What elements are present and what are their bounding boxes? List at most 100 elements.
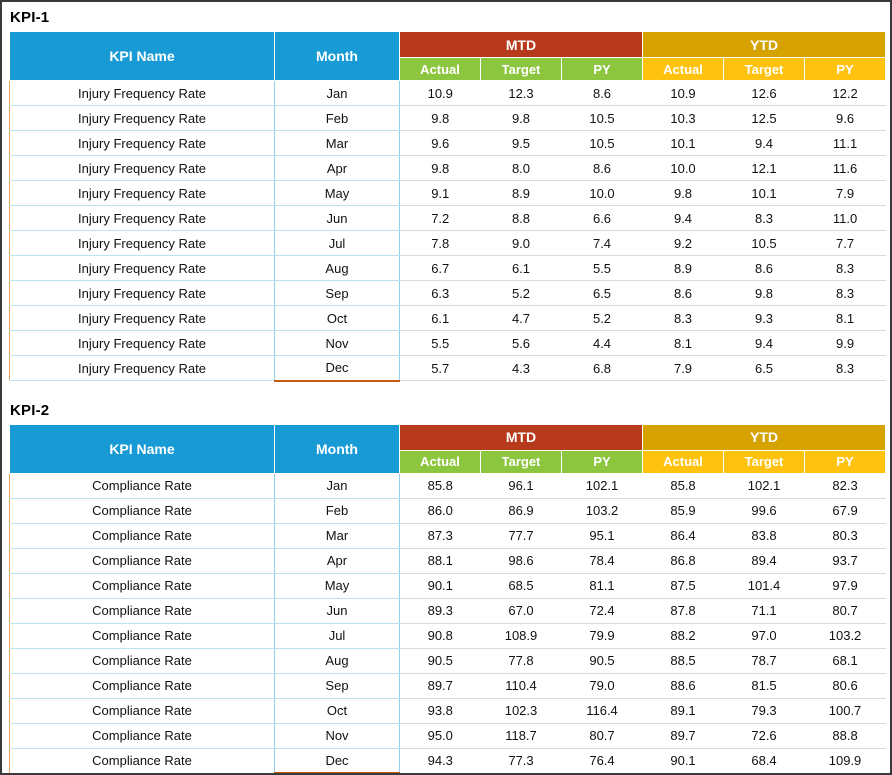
ytd-target-cell[interactable]: 9.8 <box>723 280 805 306</box>
kpi-name-cell[interactable]: Injury Frequency Rate <box>9 205 275 231</box>
mtd-target-cell[interactable]: 4.3 <box>480 355 562 381</box>
kpi-name-cell[interactable]: Compliance Rate <box>9 723 275 749</box>
ytd-target-cell[interactable]: 9.4 <box>723 330 805 356</box>
month-cell[interactable]: Jun <box>274 598 400 624</box>
ytd-actual-cell[interactable]: 8.9 <box>642 255 724 281</box>
ytd-actual-cell[interactable]: 90.1 <box>642 748 724 773</box>
ytd-actual-cell[interactable]: 8.6 <box>642 280 724 306</box>
mtd-target-cell[interactable]: 86.9 <box>480 498 562 524</box>
kpi-name-cell[interactable]: Compliance Rate <box>9 523 275 549</box>
mtd-actual-cell[interactable]: 6.7 <box>399 255 481 281</box>
mtd-py-cell[interactable]: 10.5 <box>561 105 643 131</box>
ytd-target-cell[interactable]: 12.1 <box>723 155 805 181</box>
ytd-actual-cell[interactable]: 88.2 <box>642 623 724 649</box>
kpi-name-cell[interactable]: Compliance Rate <box>9 573 275 599</box>
kpi-name-cell[interactable]: Injury Frequency Rate <box>9 305 275 331</box>
ytd-target-cell[interactable]: 78.7 <box>723 648 805 674</box>
mtd-target-cell[interactable]: 5.2 <box>480 280 562 306</box>
mtd-target-cell[interactable]: 110.4 <box>480 673 562 699</box>
mtd-actual-cell[interactable]: 10.9 <box>399 80 481 106</box>
mtd-actual-cell[interactable]: 88.1 <box>399 548 481 574</box>
ytd-actual-cell[interactable]: 10.3 <box>642 105 724 131</box>
month-cell[interactable]: Sep <box>274 673 400 699</box>
month-cell[interactable]: Apr <box>274 155 400 181</box>
mtd-py-cell[interactable]: 80.7 <box>561 723 643 749</box>
kpi-name-cell[interactable]: Injury Frequency Rate <box>9 355 275 381</box>
kpi-name-cell[interactable]: Compliance Rate <box>9 498 275 524</box>
mtd-target-cell[interactable]: 5.6 <box>480 330 562 356</box>
ytd-actual-cell[interactable]: 86.8 <box>642 548 724 574</box>
mtd-py-cell[interactable]: 7.4 <box>561 230 643 256</box>
month-cell[interactable]: Nov <box>274 330 400 356</box>
month-cell[interactable]: Nov <box>274 723 400 749</box>
ytd-py-cell[interactable]: 67.9 <box>804 498 886 524</box>
ytd-actual-cell[interactable]: 10.9 <box>642 80 724 106</box>
mtd-actual-cell[interactable]: 89.7 <box>399 673 481 699</box>
mtd-actual-cell[interactable]: 93.8 <box>399 698 481 724</box>
mtd-target-cell[interactable]: 8.9 <box>480 180 562 206</box>
ytd-py-cell[interactable]: 82.3 <box>804 473 886 499</box>
mtd-py-cell[interactable]: 4.4 <box>561 330 643 356</box>
ytd-actual-cell[interactable]: 87.5 <box>642 573 724 599</box>
month-cell[interactable]: May <box>274 573 400 599</box>
month-cell[interactable]: Jul <box>274 623 400 649</box>
ytd-actual-cell[interactable]: 89.1 <box>642 698 724 724</box>
mtd-py-cell[interactable]: 72.4 <box>561 598 643 624</box>
ytd-target-cell[interactable]: 97.0 <box>723 623 805 649</box>
mtd-py-cell[interactable]: 6.8 <box>561 355 643 381</box>
mtd-py-cell[interactable]: 90.5 <box>561 648 643 674</box>
kpi-name-cell[interactable]: Compliance Rate <box>9 698 275 724</box>
ytd-py-cell[interactable]: 68.1 <box>804 648 886 674</box>
kpi-name-cell[interactable]: Injury Frequency Rate <box>9 255 275 281</box>
mtd-py-cell[interactable]: 8.6 <box>561 155 643 181</box>
mtd-py-cell[interactable]: 10.5 <box>561 130 643 156</box>
ytd-actual-cell[interactable]: 85.9 <box>642 498 724 524</box>
ytd-actual-cell[interactable]: 7.9 <box>642 355 724 381</box>
mtd-actual-cell[interactable]: 7.2 <box>399 205 481 231</box>
mtd-actual-cell[interactable]: 87.3 <box>399 523 481 549</box>
month-cell[interactable]: Aug <box>274 648 400 674</box>
mtd-target-cell[interactable]: 77.3 <box>480 748 562 773</box>
ytd-actual-cell[interactable]: 10.1 <box>642 130 724 156</box>
mtd-target-cell[interactable]: 118.7 <box>480 723 562 749</box>
mtd-py-cell[interactable]: 8.6 <box>561 80 643 106</box>
ytd-py-cell[interactable]: 11.1 <box>804 130 886 156</box>
mtd-py-cell[interactable]: 76.4 <box>561 748 643 773</box>
ytd-py-cell[interactable]: 93.7 <box>804 548 886 574</box>
month-cell[interactable]: Sep <box>274 280 400 306</box>
ytd-py-cell[interactable]: 80.6 <box>804 673 886 699</box>
ytd-py-cell[interactable]: 8.1 <box>804 305 886 331</box>
mtd-target-cell[interactable]: 68.5 <box>480 573 562 599</box>
ytd-target-cell[interactable]: 102.1 <box>723 473 805 499</box>
mtd-actual-cell[interactable]: 6.3 <box>399 280 481 306</box>
month-cell[interactable]: Aug <box>274 255 400 281</box>
ytd-actual-cell[interactable]: 88.5 <box>642 648 724 674</box>
ytd-target-cell[interactable]: 10.1 <box>723 180 805 206</box>
month-cell[interactable]: Jan <box>274 80 400 106</box>
ytd-actual-cell[interactable]: 88.6 <box>642 673 724 699</box>
mtd-target-cell[interactable]: 77.8 <box>480 648 562 674</box>
mtd-target-cell[interactable]: 67.0 <box>480 598 562 624</box>
ytd-py-cell[interactable]: 12.2 <box>804 80 886 106</box>
mtd-py-cell[interactable]: 79.9 <box>561 623 643 649</box>
mtd-actual-cell[interactable]: 9.1 <box>399 180 481 206</box>
mtd-actual-cell[interactable]: 89.3 <box>399 598 481 624</box>
ytd-py-cell[interactable]: 11.0 <box>804 205 886 231</box>
mtd-py-cell[interactable]: 81.1 <box>561 573 643 599</box>
ytd-target-cell[interactable]: 12.6 <box>723 80 805 106</box>
mtd-actual-cell[interactable]: 85.8 <box>399 473 481 499</box>
ytd-actual-cell[interactable]: 86.4 <box>642 523 724 549</box>
ytd-actual-cell[interactable]: 87.8 <box>642 598 724 624</box>
kpi-name-cell[interactable]: Injury Frequency Rate <box>9 230 275 256</box>
kpi-name-cell[interactable]: Injury Frequency Rate <box>9 155 275 181</box>
month-cell[interactable]: Dec <box>274 355 400 382</box>
mtd-py-cell[interactable]: 5.5 <box>561 255 643 281</box>
ytd-target-cell[interactable]: 83.8 <box>723 523 805 549</box>
ytd-py-cell[interactable]: 109.9 <box>804 748 886 773</box>
mtd-target-cell[interactable]: 9.8 <box>480 105 562 131</box>
month-cell[interactable]: Dec <box>274 748 400 773</box>
ytd-actual-cell[interactable]: 89.7 <box>642 723 724 749</box>
ytd-actual-cell[interactable]: 9.8 <box>642 180 724 206</box>
month-cell[interactable]: May <box>274 180 400 206</box>
ytd-target-cell[interactable]: 72.6 <box>723 723 805 749</box>
